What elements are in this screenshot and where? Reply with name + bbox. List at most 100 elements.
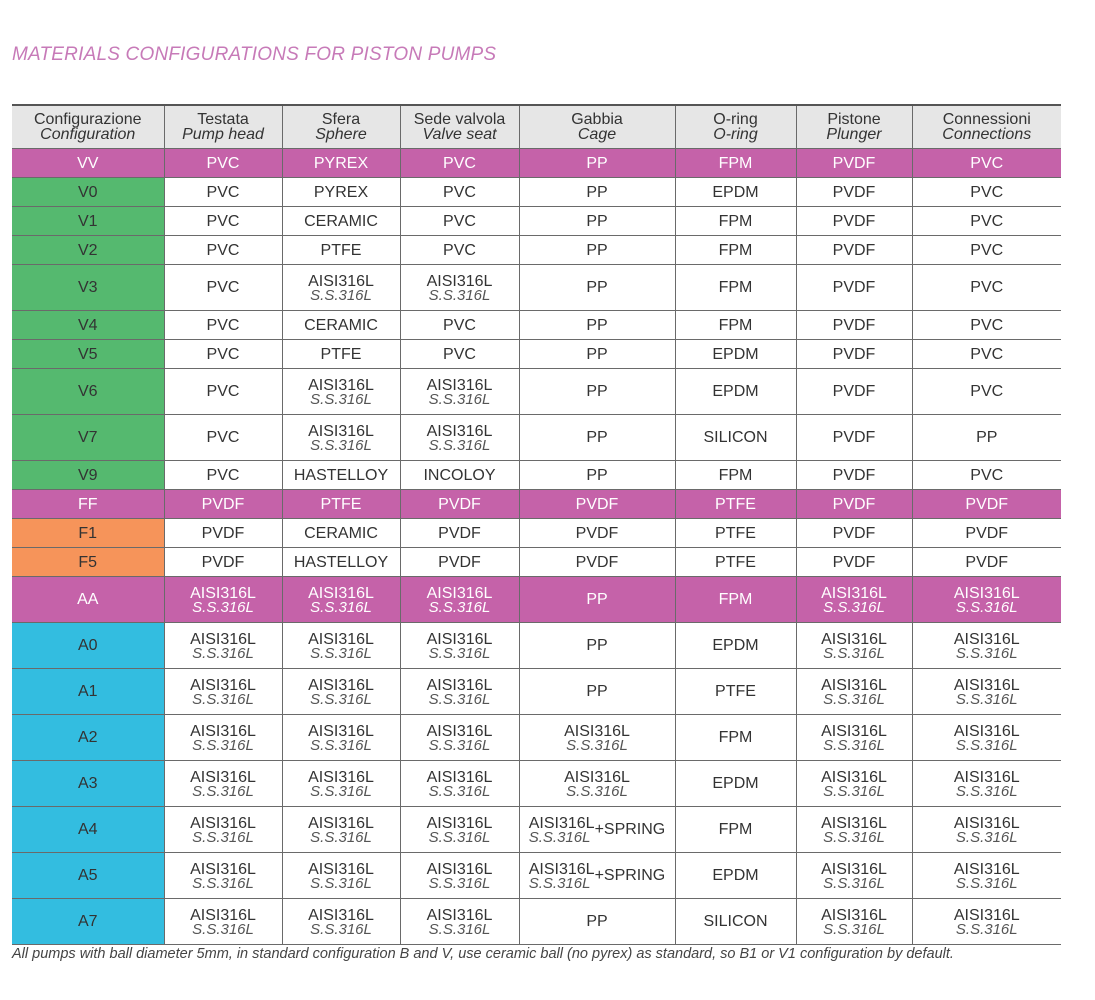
material-name-en: S.S.316L [823,920,885,938]
table-cell: AISI316L S.S.316L [912,806,1061,853]
table-cell: INCOLOY [400,460,520,490]
column-header-en: O-ring [713,126,758,143]
table-cell: PVDF [796,547,913,577]
table-cell: PP [519,368,676,415]
material-name: AISI316L [190,676,256,694]
table-row: A1 AISI316L S.S.316L AISI316L S.S.316L AISI31… [12,668,1061,715]
table-cell: FPM [675,148,797,178]
material-name: AISI316L [308,422,374,440]
material-name: AISI316L [821,584,887,602]
material-name-en: S.S.316L [428,690,491,708]
material-name-en: S.S.316L [428,436,491,454]
table-cell: AISI316L S.S.316L [519,714,676,761]
table-cell: AISI316L S.S.316L [282,622,401,669]
table-cell: CERAMIC [282,206,401,236]
material-name: AISI316L [426,906,493,924]
config-code: F1 [12,518,165,548]
table-cell: SILICON [675,414,797,461]
config-code: V0 [12,177,165,207]
column-header: Configurazione Configuration [12,105,165,149]
table-cell: PP [519,235,676,265]
table-row: V6 PVC AISI316L S.S.316L AISI316L S.S.316L PP E… [12,368,1061,415]
config-code: V9 [12,460,165,490]
material-name-en: S.S.316L [192,644,254,662]
table-cell: AISI316L S.S.316L [400,414,520,461]
table-cell: PP [519,148,676,178]
table-cell: AISI316L S.S.316L [282,898,401,945]
table-cell: PVDF [164,489,283,519]
table-cell: FPM [675,310,797,340]
config-code: FF [12,489,165,519]
table-cell: AISI316L S.S.316L [282,576,401,623]
table-row: V7 PVC AISI316L S.S.316L AISI316L S.S.316L PP S… [12,414,1061,461]
material-name-en: S.S.316L [955,828,1018,846]
table-cell: PVC [164,264,283,311]
table-cell: PP [519,206,676,236]
material-name-en: S.S.316L [566,782,628,800]
material-name: AISI316L [528,814,595,832]
column-header: Testata Pump head [164,105,283,149]
table-row: F1 PVDF CERAMIC PVDF PVDF PTFE PVDF PVDF [12,518,1061,548]
table-cell: PVC [164,414,283,461]
table-cell: AISI316L S.S.316L [282,760,401,807]
material-name: AISI316L [821,814,887,832]
table-cell: AISI316L S.S.316L [912,852,1061,899]
table-cell: EPDM [675,760,797,807]
table-cell: AISI316L S.S.316L [282,852,401,899]
material-name-en: S.S.316L [566,736,628,754]
table-cell: PVC [912,368,1061,415]
column-header: Pistone Plunger [796,105,913,149]
table-cell: FPM [675,460,797,490]
material-name-en: S.S.316L [310,828,372,846]
config-code: A2 [12,714,165,761]
material-name-en: S.S.316L [428,874,491,892]
table-cell: PVC [164,368,283,415]
table-cell: AISI316L S.S.316L [164,806,283,853]
column-header-it: Connessioni [942,111,1031,128]
column-header-it: Sede valvola [413,111,506,128]
column-header: Connessioni Connections [912,105,1061,149]
table-cell: PVDF [400,547,520,577]
table-cell: PVC [912,339,1061,369]
material-name: AISI316L [190,722,256,740]
table-cell: PVC [164,310,283,340]
table-cell: PVDF [912,518,1061,548]
table-cell: PP [519,177,676,207]
column-header-it: Sfera [321,111,361,128]
table-cell: PVDF [164,547,283,577]
config-code: V3 [12,264,165,311]
column-header-en: Cage [577,126,617,143]
table-cell: CERAMIC [282,518,401,548]
table-cell: AISI316L S.S.316L [164,898,283,945]
table-row: V1 PVC CERAMIC PVC PP FPM PVDF PVC [12,206,1061,236]
config-code: V4 [12,310,165,340]
material-name-en: S.S.316L [823,828,885,846]
column-header-it: Configurazione [33,111,142,128]
table-header: Configurazione Configuration Testata Pump h… [12,105,1061,149]
material-name-en: S.S.316L [310,736,372,754]
table-cell: PVDF [400,489,520,519]
material-name: AISI316L [308,814,374,832]
material-name-en: S.S.316L [428,782,491,800]
table-cell: AISI316L S.S.316L [796,852,913,899]
table-cell: PVDF [796,177,913,207]
table-row: F5 PVDF HASTELLOY PVDF PVDF PTFE PVDF PVDF [12,547,1061,577]
material-name-en: S.S.316L [192,598,254,616]
material-name-en: S.S.316L [823,736,885,754]
config-code: A0 [12,622,165,669]
column-header: Gabbia Cage [519,105,676,149]
material-extra: +SPRING [594,821,666,838]
config-code: V2 [12,235,165,265]
column-header-en: Valve seat [422,126,497,143]
material-name: AISI316L [308,676,374,694]
column-header-en: Configuration [40,126,136,143]
table-cell: SILICON [675,898,797,945]
material-name: AISI316L [953,906,1020,924]
table-cell: PTFE [282,489,401,519]
material-name-en: S.S.316L [192,828,254,846]
table-cell: PVDF [912,489,1061,519]
material-name: AISI316L [426,676,493,694]
config-code: A1 [12,668,165,715]
table-row: A0 AISI316L S.S.316L AISI316L S.S.316L AISI31… [12,622,1061,669]
table-cell: AISI316L S.S.316L [164,668,283,715]
